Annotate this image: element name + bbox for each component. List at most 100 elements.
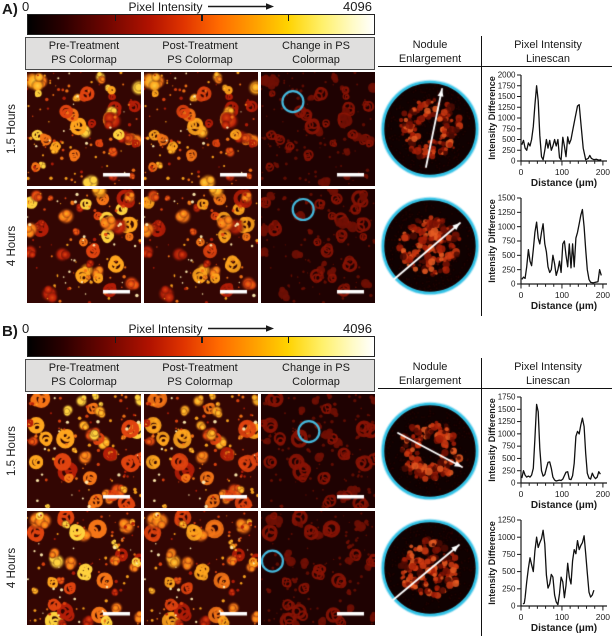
nodule-enlargement-image [380, 401, 480, 501]
pre-treatment-colormap-image [27, 72, 141, 186]
svg-text:Distance (μm): Distance (μm) [531, 301, 597, 312]
svg-text:1000: 1000 [498, 222, 516, 231]
pre-treatment-colormap-image [27, 394, 141, 508]
svg-text:1500: 1500 [498, 92, 516, 101]
svg-text:0: 0 [511, 157, 516, 166]
colorbar-min-label: 0 [22, 0, 30, 14]
post-treatment-colormap-image [144, 72, 258, 186]
colorbar-tick [201, 15, 203, 21]
colorbar-max-label: 4096 [343, 0, 372, 14]
nodule-enlargement-image [380, 518, 480, 618]
header-rule [378, 66, 612, 67]
linescan-chart: 0 250 500 750 1000 1250 0 100 200 Intensity Diffe… [487, 516, 610, 634]
column-header-pixel-intensity-linescan: Pixel Intensity Linescan [514, 39, 582, 65]
colorbar-tick [287, 15, 289, 21]
colorbar-tick [201, 337, 203, 343]
svg-text:0: 0 [511, 280, 516, 289]
colorbar-min-label: 0 [22, 321, 30, 336]
column-header-pixel-intensity-linescan: Pixel Intensity Linescan [514, 361, 582, 387]
colorbar-title: Pixel Intensity [27, 321, 375, 336]
colorbar-title: Pixel Intensity [27, 0, 375, 14]
svg-text:0: 0 [511, 602, 516, 611]
column-header-pre-treatment: Pre-Treatment PS Colormap [48, 362, 120, 388]
post-treatment-colormap-image [144, 511, 258, 625]
row-label-4-hours: 4 Hours [6, 225, 18, 267]
change-in-ps-colormap-image [261, 511, 375, 625]
svg-text:100: 100 [555, 612, 569, 622]
svg-text:1250: 1250 [498, 516, 516, 525]
right-arrow-icon [207, 325, 274, 332]
svg-text:500: 500 [502, 567, 516, 576]
row-label-1p5-hours: 1.5 Hours [6, 426, 18, 476]
svg-text:Distance (μm): Distance (μm) [531, 500, 597, 511]
header-rule [378, 388, 612, 389]
svg-text:1000: 1000 [498, 429, 516, 438]
svg-text:750: 750 [502, 124, 516, 133]
column-header-post-treatment: Post-Treatment PS Colormap [162, 40, 238, 66]
colorbar-tick [114, 337, 116, 343]
colorbar-gradient [27, 14, 375, 35]
svg-text:500: 500 [502, 454, 516, 463]
row-label-1p5-hours: 1.5 Hours [6, 104, 18, 154]
column-header-nodule-enlargement: Nodule Enlargement [398, 39, 462, 65]
svg-text:0: 0 [519, 167, 524, 177]
svg-text:1750: 1750 [498, 81, 516, 90]
colorbar-tick [287, 337, 289, 343]
svg-text:200: 200 [596, 612, 610, 622]
change-in-ps-colormap-image [261, 189, 375, 303]
svg-text:250: 250 [502, 466, 516, 475]
change-in-ps-colormap-image [261, 394, 375, 508]
column-header-change-in-ps: Change in PS Colormap [282, 40, 350, 66]
nodule-enlargement-image [380, 196, 480, 296]
svg-text:500: 500 [502, 251, 516, 260]
pre-treatment-colormap-image [27, 189, 141, 303]
svg-text:2000: 2000 [498, 71, 516, 80]
svg-text:1000: 1000 [498, 533, 516, 542]
svg-text:250: 250 [502, 146, 516, 155]
svg-text:200: 200 [596, 290, 610, 300]
svg-text:0: 0 [511, 479, 516, 488]
svg-text:750: 750 [502, 442, 516, 451]
section-divider [481, 36, 482, 316]
svg-text:1500: 1500 [498, 194, 516, 203]
svg-text:Intensity Difference: Intensity Difference [487, 199, 497, 283]
svg-text:0: 0 [519, 612, 524, 622]
pre-treatment-colormap-image [27, 511, 141, 625]
svg-text:1500: 1500 [498, 405, 516, 414]
linescan-chart: 0 250 500 750 1000 1250 1500 1750 0 100 200 Intensi… [487, 393, 610, 511]
svg-text:1250: 1250 [498, 208, 516, 217]
column-header-pre-treatment: Pre-Treatment PS Colormap [48, 40, 120, 66]
svg-text:1250: 1250 [498, 103, 516, 112]
svg-text:200: 200 [596, 167, 610, 177]
svg-text:Distance (μm): Distance (μm) [531, 623, 597, 634]
colorbar-max-label: 4096 [343, 321, 372, 336]
svg-text:0: 0 [519, 290, 524, 300]
panel-b-label: B) [2, 323, 18, 340]
svg-text:100: 100 [555, 489, 569, 499]
svg-text:200: 200 [596, 489, 610, 499]
svg-text:750: 750 [502, 550, 516, 559]
colorbar-title-text: Pixel Intensity [128, 321, 203, 336]
svg-text:1000: 1000 [498, 114, 516, 123]
post-treatment-colormap-image [144, 394, 258, 508]
svg-text:250: 250 [502, 265, 516, 274]
column-header-nodule-enlargement: Nodule Enlargement [398, 361, 462, 387]
svg-text:100: 100 [555, 290, 569, 300]
svg-text:750: 750 [502, 237, 516, 246]
column-header-band: Pre-Treatment PS Colormap Post-Treatment… [25, 37, 375, 70]
colorbar-title-text: Pixel Intensity [128, 0, 203, 14]
svg-text:Intensity Difference: Intensity Difference [487, 398, 497, 482]
svg-text:Intensity Difference: Intensity Difference [487, 521, 497, 605]
svg-text:250: 250 [502, 584, 516, 593]
post-treatment-colormap-image [144, 189, 258, 303]
panel-a-label: A) [2, 1, 18, 18]
colorbar-gradient [27, 336, 375, 357]
colorbar-tick [114, 15, 116, 21]
right-arrow-icon [207, 3, 274, 10]
section-divider [481, 358, 482, 636]
change-in-ps-colormap-image [261, 72, 375, 186]
column-header-change-in-ps: Change in PS Colormap [282, 362, 350, 388]
linescan-chart: 0 250 500 750 1000 1250 1500 0 100 200 Intensity D… [487, 194, 610, 312]
